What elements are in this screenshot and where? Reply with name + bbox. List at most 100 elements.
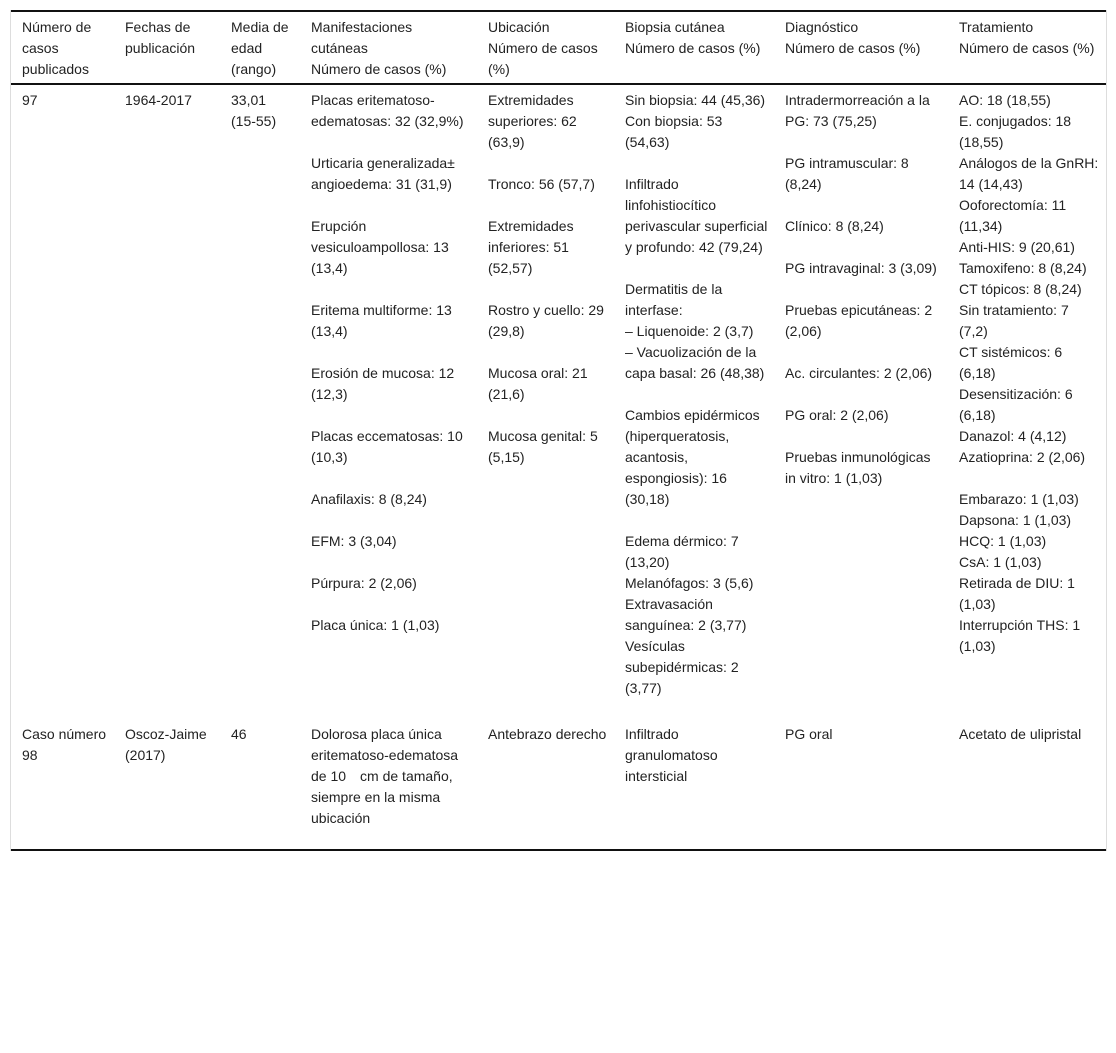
cell-media-edad: 33,01 (15-55) — [220, 84, 300, 719]
cell-tratamiento: Acetato de ulipristal — [948, 719, 1106, 850]
cell-group: Placa única: 1 (1,03) — [311, 615, 471, 636]
cell-entry: 97 — [22, 92, 38, 108]
cell-media-edad: 46 — [220, 719, 300, 850]
column-header-tratamiento: Tratamiento Número de casos (%) — [948, 11, 1106, 84]
cell-entry: Intradermorreación a la PG: 73 (75,25) — [785, 92, 930, 129]
cell-entry: Placas eritematoso-edematosas: 32 (32,9%… — [311, 92, 464, 129]
cell-tratamiento: AO: 18 (18,55) E. conjugados: 18 (18,55) A… — [948, 84, 1106, 719]
cell-entry: Tamoxifeno: 8 (8,24) — [959, 260, 1087, 276]
cell-entry: Vesículas subepidérmicas: 2 (3,77) — [625, 638, 739, 696]
cell-group: Dermatitis de la interfase: – Liquenoide:… — [625, 279, 768, 384]
cell-entry: Placas eccematosas: 10 (10,3) — [311, 428, 463, 465]
cell-manifestaciones: Dolorosa placa única eritematoso-edemato… — [300, 719, 477, 850]
cell-group: PG intramuscular: 8 (8,24) — [785, 153, 942, 195]
cell-group: Anafilaxis: 8 (8,24) — [311, 489, 471, 510]
cell-entry: Rostro y cuello: 29 (29,8) — [488, 302, 604, 339]
cell-group: Erosión de mucosa: 12 (12,3) — [311, 363, 471, 405]
cell-entry: CT tópicos: 8 (8,24) — [959, 281, 1082, 297]
cell-group: Acetato de ulipristal — [959, 724, 1100, 745]
cell-group: Extremidades superiores: 62 (63,9) — [488, 90, 608, 153]
cell-entry: Edema dérmico: 7 (13,20) — [625, 533, 739, 570]
cell-group: 1964-2017 — [125, 90, 214, 111]
cell-entry: Anafilaxis: 8 (8,24) — [311, 491, 427, 507]
cell-group: Caso número 98 — [22, 724, 108, 766]
cell-group: Ac. circulantes: 2 (2,06) — [785, 363, 942, 384]
table-header-row: Número de casos publicados Fechas de publ… — [11, 11, 1106, 84]
cell-entry: 46 — [231, 726, 247, 742]
data-table: Número de casos publicados Fechas de publ… — [11, 10, 1106, 851]
cell-group: 33,01 (15-55) — [231, 90, 294, 132]
cell-entry: HCQ: 1 (1,03) — [959, 533, 1047, 549]
cell-entry: Melanófagos: 3 (5,6) — [625, 575, 754, 591]
cell-entry: AO: 18 (18,55) — [959, 92, 1051, 108]
header-line: Número de casos (%) — [488, 40, 598, 77]
table-container: Número de casos publicados Fechas de publ… — [10, 10, 1107, 851]
header-line: Biopsia cutánea — [625, 19, 725, 35]
cell-group: Dolorosa placa única eritematoso-edemato… — [311, 724, 471, 829]
cell-entry: Extremidades inferiores: 51 (52,57) — [488, 218, 574, 276]
cell-manifestaciones: Placas eritematoso-edematosas: 32 (32,9%… — [300, 84, 477, 719]
cell-entry: EFM: 3 (3,04) — [311, 533, 397, 549]
header-line: Número de casos (%) — [625, 40, 761, 56]
cell-entry: Oscoz-Jaime (2017) — [125, 726, 207, 763]
cell-entry: Extravasación sanguínea: 2 (3,77) — [625, 596, 747, 633]
cell-group: Placas eccematosas: 10 (10,3) — [311, 426, 471, 468]
cell-casos-publicados: Caso número 98 — [11, 719, 114, 850]
cell-group: Rostro y cuello: 29 (29,8) — [488, 300, 608, 342]
cell-biopsia: Infiltrado granulomatoso intersticial — [614, 719, 774, 850]
cell-casos-publicados: 97 — [11, 84, 114, 719]
cell-entry: Eritema multiforme: 13 (13,4) — [311, 302, 452, 339]
header-line: Diagnóstico — [785, 19, 859, 35]
cell-group: Pruebas inmunológicas in vitro: 1 (1,03) — [785, 447, 942, 489]
cell-entry: Acetato de ulipristal — [959, 726, 1082, 742]
cell-group: Pruebas epicutáneas: 2 (2,06) — [785, 300, 942, 342]
column-header-fechas: Fechas de publicación — [125, 19, 196, 56]
cell-group: Placas eritematoso-edematosas: 32 (32,9%… — [311, 90, 471, 132]
cell-entry: Dapsona: 1 (1,03) — [959, 512, 1072, 528]
cell-group: Antebrazo derecho — [488, 724, 608, 745]
cell-group: Urticaria generalizada± angioedema: 31 (… — [311, 153, 471, 195]
cell-entry: Erosión de mucosa: 12 (12,3) — [311, 365, 455, 402]
cell-group: Clínico: 8 (8,24) — [785, 216, 942, 237]
cell-entry: CT sistémicos: 6 (6,18) — [959, 344, 1063, 381]
cell-group: Mucosa genital: 5 (5,15) — [488, 426, 608, 468]
header-line: Número de casos (%) — [311, 61, 447, 77]
cell-entry: Placa única: 1 (1,03) — [311, 617, 440, 633]
cell-group: Cambios epidérmicos (hiperqueratosis, ac… — [625, 405, 768, 510]
cell-group: Oscoz-Jaime (2017) — [125, 724, 214, 766]
header-line: Número de casos (%) — [959, 40, 1095, 56]
column-header-media-edad: Media de edad (rango) — [231, 19, 289, 77]
cell-entry: Urticaria generalizada± angioedema: 31 (… — [311, 155, 455, 192]
cell-entry: Cambios epidérmicos (hiperqueratosis, ac… — [625, 407, 760, 507]
cell-entry: PG intramuscular: 8 (8,24) — [785, 155, 909, 192]
cell-group: Sin biopsia: 44 (45,36) Con biopsia: 53 (… — [625, 90, 768, 153]
cell-entry: Análogos de la GnRH: 14 (14,43) — [959, 155, 1099, 192]
cell-entry: Retirada de DIU: 1 (1,03) — [959, 575, 1075, 612]
column-header-manifestaciones: Manifestaciones cutáneas Número de casos … — [300, 11, 477, 84]
cell-group: AO: 18 (18,55) E. conjugados: 18 (18,55) A… — [959, 90, 1100, 468]
cell-entry: Embarazo: 1 (1,03) — [959, 491, 1079, 507]
cell-entry: PG oral — [785, 726, 833, 742]
cell-entry: Dolorosa placa única eritematoso-edemato… — [311, 726, 459, 826]
cell-group: PG oral: 2 (2,06) — [785, 405, 942, 426]
cell-entry: Infiltrado granulomatoso intersticial — [625, 726, 718, 784]
cell-group: 46 — [231, 724, 294, 745]
cell-entry: Ac. circulantes: 2 (2,06) — [785, 365, 933, 381]
cell-entry: Anti-HIS: 9 (20,61) — [959, 239, 1075, 255]
cell-group: Púrpura: 2 (2,06) — [311, 573, 471, 594]
cell-entry: Mucosa genital: 5 (5,15) — [488, 428, 598, 465]
cell-entry: PG oral: 2 (2,06) — [785, 407, 889, 423]
cell-entry: Púrpura: 2 (2,06) — [311, 575, 417, 591]
column-header-biopsia: Biopsia cutánea Número de casos (%) — [614, 11, 774, 84]
cell-entry: Dermatitis de la interfase: — [625, 281, 723, 318]
header-line: Número de casos (%) — [785, 40, 921, 56]
cell-group: Eritema multiforme: 13 (13,4) — [311, 300, 471, 342]
cell-entry: Clínico: 8 (8,24) — [785, 218, 884, 234]
cell-entry: PG intravaginal: 3 (3,09) — [785, 260, 937, 276]
cell-entry: Azatioprina: 2 (2,06) — [959, 449, 1086, 465]
column-header-ubicacion: Ubicación Número de casos (%) — [477, 11, 614, 84]
cell-fechas: Oscoz-Jaime (2017) — [114, 719, 220, 850]
cell-group: Mucosa oral: 21 (21,6) — [488, 363, 608, 405]
cell-group: Infiltrado granulomatoso intersticial — [625, 724, 768, 787]
cell-entry: Ooforectomía: 11 (11,34) — [959, 197, 1067, 234]
